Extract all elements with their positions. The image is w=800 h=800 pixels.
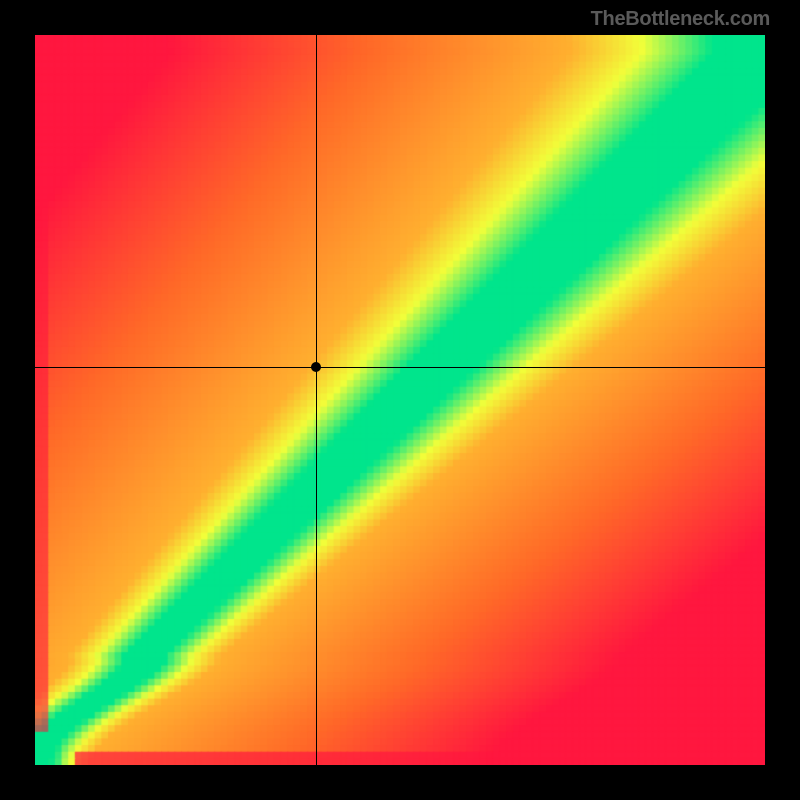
crosshair-vertical xyxy=(316,35,317,765)
heatmap-canvas xyxy=(35,35,765,765)
marker-dot xyxy=(311,362,321,372)
chart-container: TheBottleneck.com xyxy=(0,0,800,800)
crosshair-horizontal xyxy=(35,367,765,368)
plot-area xyxy=(35,35,765,765)
attribution-label: TheBottleneck.com xyxy=(591,8,770,31)
